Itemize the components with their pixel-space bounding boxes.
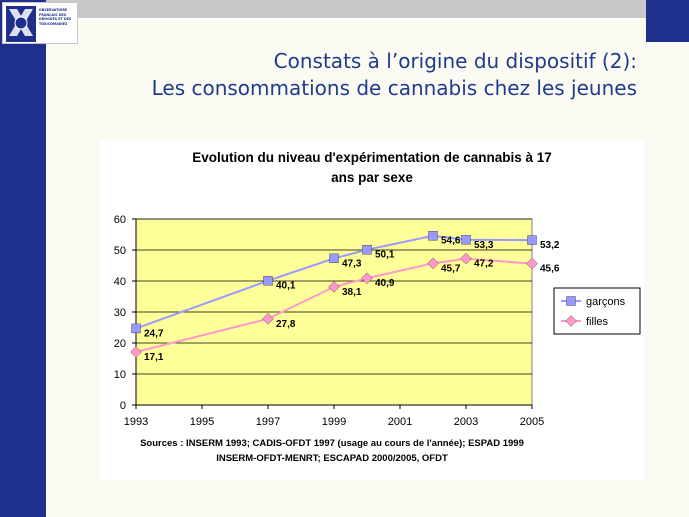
- chart-source-line-1: Sources : INSERM 1993; CADIS-OFDT 1997 (…: [140, 438, 524, 449]
- x-tick-label: 1999: [322, 416, 346, 428]
- legend-entry: filles: [586, 316, 609, 328]
- chart-title-line-1: Evolution du niveau d'expérimentation de…: [192, 150, 552, 165]
- data-label: 38,1: [342, 287, 362, 298]
- data-label: 53,3: [474, 240, 494, 251]
- y-tick-label: 20: [114, 338, 126, 350]
- x-tick-label: 2001: [388, 416, 412, 428]
- x-tick-label: 1993: [124, 416, 148, 428]
- slide-title-line-1: Constats à l’origine du dispositif (2):: [273, 49, 637, 73]
- chart-source-line-2: INSERM-OFDT-MENRT; ESCAPAD 2000/2005, OF…: [216, 453, 448, 464]
- data-point: [263, 276, 273, 286]
- data-point: [427, 257, 439, 270]
- line-chart: Evolution du niveau d'expérimentation de…: [114, 150, 641, 464]
- data-point: [461, 235, 471, 245]
- x-tick-label: 2003: [454, 416, 478, 428]
- y-tick-label: 40: [114, 276, 126, 288]
- chart-title-line-2: ans par sexe: [331, 170, 413, 185]
- data-point: [328, 281, 340, 293]
- y-tick-label: 60: [114, 214, 126, 226]
- data-point: [130, 346, 142, 358]
- slide-title-line-2: Les consommations de cannabis chez les j…: [151, 76, 637, 100]
- legend-marker: [566, 296, 576, 306]
- left-blue-bar: [0, 0, 46, 517]
- data-point: [428, 231, 438, 241]
- data-point: [262, 313, 274, 325]
- y-tick-label: 10: [114, 369, 126, 381]
- top-grey-bar: [46, 0, 646, 18]
- data-label: 45,7: [441, 263, 461, 274]
- x-tick-label: 2005: [520, 416, 544, 428]
- data-point: [460, 252, 472, 265]
- data-point: [362, 245, 372, 255]
- data-point: [329, 253, 339, 264]
- legend-marker: [565, 315, 577, 327]
- chart-panel: Evolution du niveau d'expérimentation de…: [100, 140, 644, 480]
- data-label: 54,6: [441, 236, 461, 247]
- legend-box: [553, 287, 641, 335]
- x-tick-label: 1995: [190, 416, 214, 428]
- data-label: 27,8: [276, 319, 296, 330]
- data-label: 40,9: [375, 278, 395, 289]
- top-right-blue-block: [646, 0, 689, 42]
- slide-title: Constats à l’origine du dispositif (2): …: [152, 48, 637, 102]
- legend-entry: garçons: [586, 296, 626, 308]
- logo-text: OBSERVATOIRE FRANÇAIS DES DROGUES ET DES…: [39, 8, 72, 26]
- data-label: 40,1: [276, 281, 296, 292]
- y-tick-label: 50: [114, 245, 126, 257]
- data-label: 50,1: [375, 250, 395, 261]
- data-label: 53,2: [540, 240, 560, 251]
- data-point: [526, 257, 538, 270]
- ofdt-emblem-icon: [6, 6, 36, 42]
- ofdt-logo: OBSERVATOIRE FRANÇAIS DES DROGUES ET DES…: [2, 2, 78, 44]
- data-label: 47,3: [342, 258, 362, 269]
- data-point: [361, 272, 373, 284]
- data-point: [527, 235, 537, 245]
- data-label: 17,1: [144, 352, 164, 363]
- y-tick-label: 0: [120, 400, 126, 412]
- y-tick-label: 30: [114, 307, 126, 319]
- data-label: 45,6: [540, 264, 560, 275]
- data-point: [131, 323, 141, 334]
- data-label: 47,2: [474, 259, 494, 270]
- x-tick-label: 1997: [256, 416, 280, 428]
- data-label: 24,7: [144, 328, 164, 339]
